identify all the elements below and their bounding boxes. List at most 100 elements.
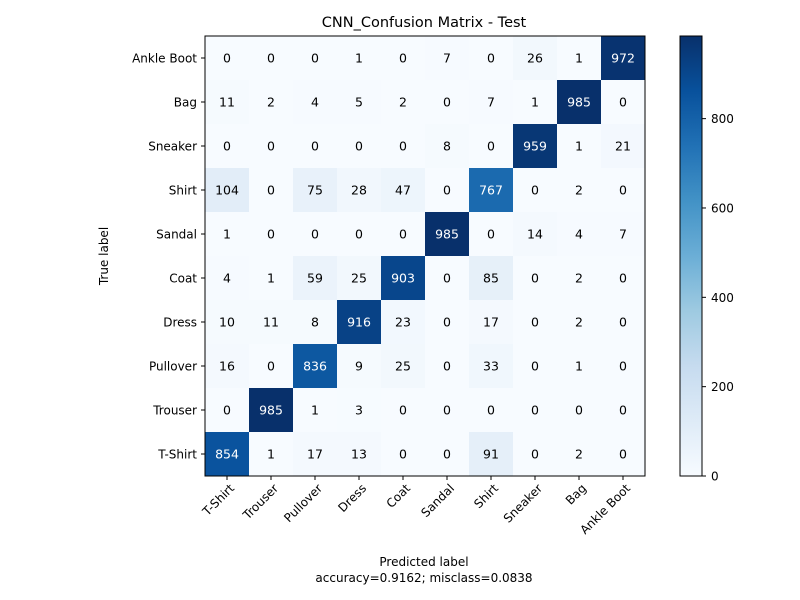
cell-value-label: 0 [311, 227, 319, 242]
colorbar-tick-label: 0 [711, 470, 719, 484]
cell-value-label: 0 [399, 51, 407, 66]
heatmap-cell [249, 432, 293, 476]
heatmap-cell [249, 36, 293, 80]
heatmap-cell [293, 168, 337, 212]
heatmap-cell [205, 124, 249, 168]
heatmap-cell [469, 124, 513, 168]
cell-value-label: 0 [355, 227, 363, 242]
heatmap-cell [469, 168, 513, 212]
heatmap-cell [425, 256, 469, 300]
colorbar-ticks: 0 200 400 600 800 [702, 112, 734, 484]
heatmap-cell [381, 168, 425, 212]
cell-value-label: 47 [395, 183, 411, 198]
heatmap-cell [601, 80, 645, 124]
cell-value-label: 0 [443, 95, 451, 110]
cell-value-label: 0 [399, 447, 407, 462]
heatmap-cell [249, 124, 293, 168]
heatmap-cell [293, 36, 337, 80]
heatmap-cell [469, 256, 513, 300]
heatmap-cell [469, 36, 513, 80]
heatmap-cell [249, 256, 293, 300]
cell-value-label: 2 [575, 271, 583, 286]
heatmap-cell [425, 212, 469, 256]
cell-value-label: 14 [527, 227, 543, 242]
heatmap-cell [293, 300, 337, 344]
heatmap-cell [249, 344, 293, 388]
cell-value-label: 0 [619, 359, 627, 374]
heatmap-cell [601, 256, 645, 300]
cell-value-label: 0 [443, 315, 451, 330]
heatmap-cell [557, 80, 601, 124]
x-axis-label: Predicted label [379, 555, 468, 569]
heatmap-cell [337, 256, 381, 300]
x-tick-label: Shirt [471, 481, 501, 511]
cell-value-label: 4 [311, 95, 319, 110]
chart-title: CNN_Confusion Matrix - Test [322, 15, 527, 31]
cell-value-label: 0 [267, 139, 275, 154]
cell-value-label: 0 [399, 403, 407, 418]
heatmap-cell [205, 388, 249, 432]
cell-value-label: 91 [483, 447, 499, 462]
colorbar [679, 35, 703, 477]
heatmap-cell [205, 300, 249, 344]
heatmap-cell [469, 300, 513, 344]
cell-value-label: 0 [443, 403, 451, 418]
heatmap-cell [425, 80, 469, 124]
heatmap-cell [205, 36, 249, 80]
cell-value-label: 5 [355, 95, 363, 110]
colorbar-tick-label: 800 [711, 112, 734, 126]
x-tick-label: Trouser [240, 481, 282, 523]
heatmap-cell [381, 256, 425, 300]
heatmap-cell [337, 432, 381, 476]
cell-value-label: 2 [575, 183, 583, 198]
x-axis-ticks: T-Shirt Trouser Pullover Dress Coat Sandal Shi… [199, 476, 633, 537]
cell-value-label: 0 [443, 271, 451, 286]
heatmap-cell [249, 300, 293, 344]
cell-value-label: 13 [351, 447, 367, 462]
cell-value-label: 8 [311, 315, 319, 330]
heatmap-cell [337, 168, 381, 212]
heatmap-cell [425, 36, 469, 80]
heatmap-cell [557, 344, 601, 388]
heatmap-cell [513, 300, 557, 344]
x-tick-label: Coat [384, 481, 414, 511]
heatmap-cell [557, 256, 601, 300]
x-tick-label: Sandal [418, 481, 457, 520]
cell-value-label: 4 [223, 271, 231, 286]
heatmap-cell [337, 124, 381, 168]
heatmap-cell [513, 344, 557, 388]
cell-value-label: 104 [215, 183, 239, 198]
cell-value-label: 0 [619, 315, 627, 330]
cell-value-label: 0 [223, 51, 231, 66]
cell-value-label: 85 [483, 271, 499, 286]
heatmap-cell [337, 388, 381, 432]
cell-value-label: 11 [219, 95, 235, 110]
cell-value-label: 0 [487, 227, 495, 242]
cell-value-label: 9 [355, 359, 363, 374]
heatmap-cell [293, 80, 337, 124]
cell-value-label: 972 [611, 51, 635, 66]
cell-value-label: 0 [267, 51, 275, 66]
y-axis-ticks: Ankle Boot Bag Sneaker Shirt Sandal Coat Dress… [132, 52, 205, 462]
cell-value-label: 0 [311, 51, 319, 66]
cell-value-label: 3 [355, 403, 363, 418]
heatmap-cell [205, 344, 249, 388]
heatmap-cell [513, 80, 557, 124]
heatmap-cell [425, 344, 469, 388]
heatmap-cell [425, 388, 469, 432]
heatmap-cell [293, 432, 337, 476]
cell-value-label: 0 [443, 183, 451, 198]
cell-value-label: 0 [619, 271, 627, 286]
heatmap-cell [425, 432, 469, 476]
cell-value-label: 0 [487, 139, 495, 154]
cell-value-label: 0 [619, 183, 627, 198]
cell-value-label: 0 [619, 447, 627, 462]
heatmap-cell [205, 432, 249, 476]
heatmap-cell [601, 168, 645, 212]
heatmap-cell [513, 212, 557, 256]
cell-value-label: 985 [259, 403, 283, 418]
cell-value-label: 2 [575, 315, 583, 330]
y-tick-label: T-Shirt [157, 448, 197, 462]
